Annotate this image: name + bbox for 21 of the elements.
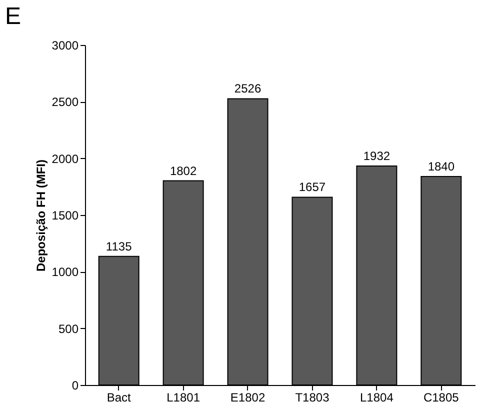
data-label: 2526 bbox=[234, 82, 262, 96]
y-tick-label: 2500 bbox=[52, 95, 79, 110]
x-tick-label: L1804 bbox=[360, 390, 394, 404]
x-tick-label: Bact bbox=[106, 390, 132, 404]
chart-title: E bbox=[5, 3, 22, 30]
y-tick-label: 1500 bbox=[52, 208, 79, 222]
data-label: 1802 bbox=[170, 164, 197, 178]
x-tick-label: E1802 bbox=[230, 390, 266, 404]
x-tick-label: L1801 bbox=[166, 390, 200, 404]
y-tick-label: 3000 bbox=[52, 38, 79, 52]
x-tick-label: T1803 bbox=[295, 390, 330, 404]
y-axis-title: Deposição FH (MFI) bbox=[34, 159, 48, 272]
x-tick-label: C1805 bbox=[423, 390, 460, 404]
y-tick-label: 1000 bbox=[52, 265, 79, 280]
data-label: 1840 bbox=[428, 159, 455, 174]
y-tick-label: 2000 bbox=[52, 152, 79, 166]
data-label: 1135 bbox=[106, 239, 132, 254]
y-tick-label: 0 bbox=[72, 378, 79, 392]
data-label: 1657 bbox=[298, 180, 326, 194]
data-label: 1932 bbox=[363, 149, 390, 164]
y-tick-label: 500 bbox=[58, 322, 79, 336]
